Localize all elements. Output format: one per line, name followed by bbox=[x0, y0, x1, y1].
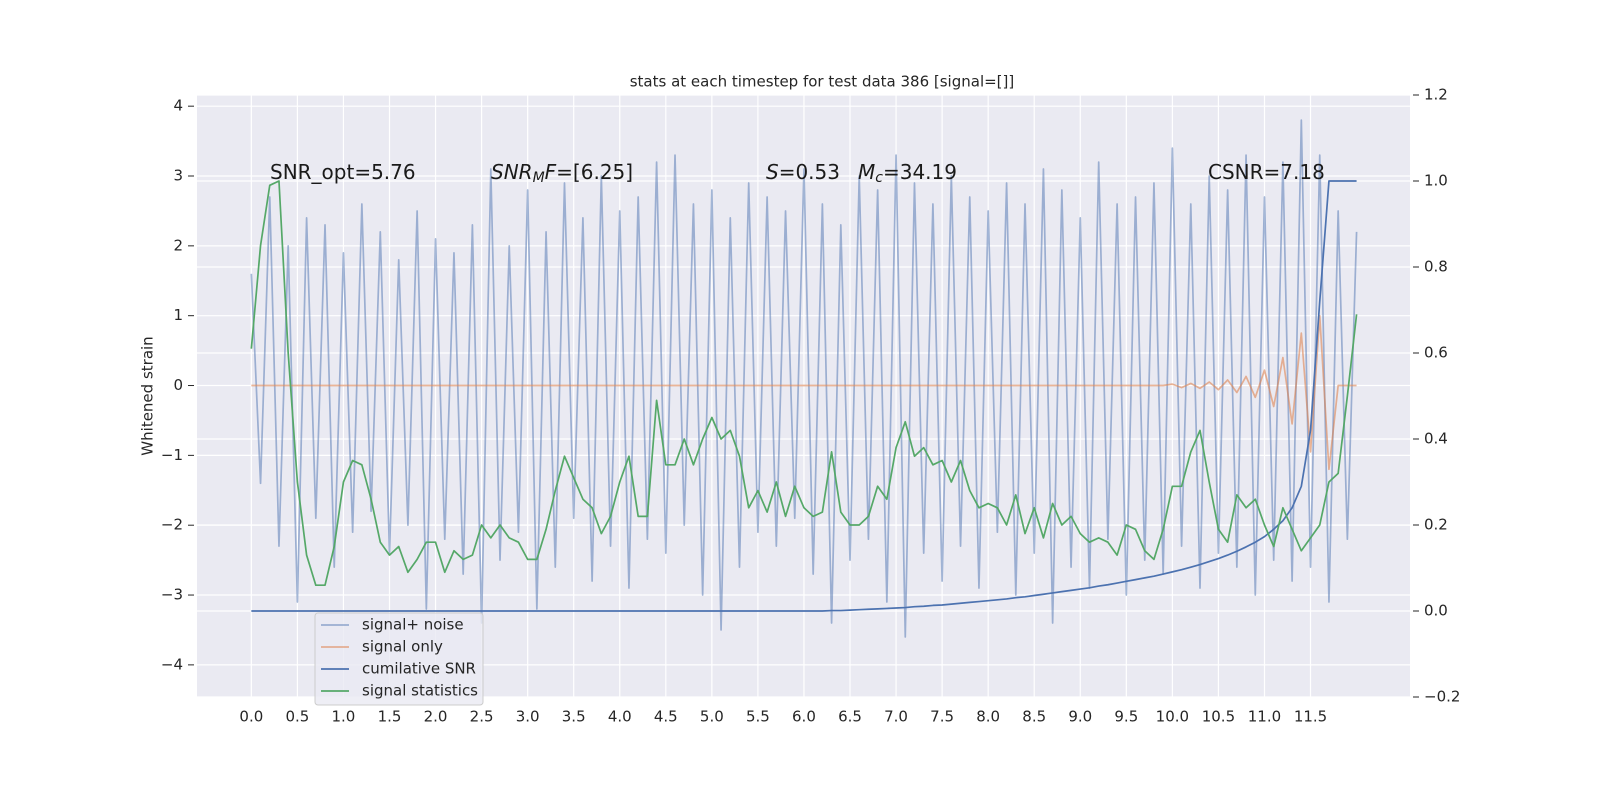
x-tick-label: 1.5 bbox=[378, 708, 402, 726]
y2-tick-label: 0.2 bbox=[1424, 516, 1448, 534]
x-tick-label: 8.5 bbox=[1022, 708, 1046, 726]
y-axis-label: Whitened strain bbox=[139, 336, 157, 455]
annotation-part: M bbox=[533, 170, 545, 186]
y-tick-label: 1 bbox=[173, 306, 183, 324]
x-tick-label: 5.0 bbox=[700, 708, 724, 726]
annotation-part: M bbox=[858, 160, 875, 184]
y-tick-label: 4 bbox=[173, 97, 183, 115]
x-tick-label: 2.5 bbox=[470, 708, 494, 726]
x-tick-label: 3.5 bbox=[562, 708, 586, 726]
x-tick-label: 7.5 bbox=[930, 708, 954, 726]
y-tick-label: −1 bbox=[161, 446, 183, 464]
y2-tick-label: 0.8 bbox=[1424, 258, 1448, 276]
legend-label: signal only bbox=[362, 638, 443, 656]
x-tick-label: 11.0 bbox=[1248, 708, 1281, 726]
x-tick-label: 10.5 bbox=[1202, 708, 1235, 726]
y-tick-label: −4 bbox=[161, 655, 183, 673]
y-tick-label: −3 bbox=[161, 586, 183, 604]
x-tick-label: 0.5 bbox=[285, 708, 309, 726]
annotation: Mc=34.19 bbox=[858, 160, 957, 187]
y2-tick-label: 0.6 bbox=[1424, 344, 1448, 362]
annotation-part: =0.53 bbox=[779, 160, 840, 184]
legend-label: cumilative SNR bbox=[362, 660, 476, 678]
y2-tick-label: 1.2 bbox=[1424, 86, 1448, 104]
annotation-part: =[6.25] bbox=[556, 160, 633, 184]
legend-label: signal+ noise bbox=[362, 616, 464, 634]
x-tick-label: 0.0 bbox=[239, 708, 263, 726]
y2-tick-label: 0.4 bbox=[1424, 430, 1448, 448]
x-tick-label: 4.0 bbox=[608, 708, 632, 726]
y-tick-label: 0 bbox=[173, 376, 183, 394]
annotation: SNR_opt=5.76 bbox=[270, 160, 416, 184]
x-tick-label: 7.0 bbox=[884, 708, 908, 726]
series-line bbox=[251, 314, 1357, 471]
y-tick-label: 3 bbox=[173, 167, 183, 185]
annotation-part: c bbox=[875, 170, 883, 186]
annotation-part: S bbox=[766, 160, 779, 184]
x-tick-label: 3.0 bbox=[516, 708, 540, 726]
annotation: SNRMF=[6.25] bbox=[491, 160, 633, 187]
x-tick-label: 1.0 bbox=[332, 708, 356, 726]
series-line bbox=[250, 119, 1358, 638]
x-tick-label: 9.0 bbox=[1068, 708, 1092, 726]
x-tick-label: 11.5 bbox=[1294, 708, 1327, 726]
x-tick-label: 2.0 bbox=[424, 708, 448, 726]
series-line bbox=[250, 180, 1358, 587]
annotation-part: =34.19 bbox=[883, 160, 957, 184]
y-tick-label: 2 bbox=[173, 236, 183, 254]
legend-label: signal statistics bbox=[362, 682, 478, 700]
annotation-part: F bbox=[545, 160, 557, 184]
x-tick-label: 8.0 bbox=[976, 708, 1000, 726]
annotation-part: SNR_opt=5.76 bbox=[270, 160, 416, 184]
y2-tick-label: 0.0 bbox=[1424, 602, 1448, 620]
series-line bbox=[251, 180, 1357, 612]
x-tick-label: 4.5 bbox=[654, 708, 678, 726]
y2-tick-label: 1.0 bbox=[1424, 172, 1448, 190]
annotation-part: SNR bbox=[491, 160, 533, 184]
x-tick-label: 6.0 bbox=[792, 708, 816, 726]
chart-title: stats at each timestep for test data 386… bbox=[630, 73, 1015, 91]
x-tick-label: 6.5 bbox=[838, 708, 862, 726]
x-tick-label: 5.5 bbox=[746, 708, 770, 726]
legend-box bbox=[314, 612, 484, 706]
annotation: S=0.53 bbox=[766, 160, 840, 184]
y-tick-label: −2 bbox=[161, 516, 183, 534]
annotation: CSNR=7.18 bbox=[1208, 160, 1325, 184]
x-tick-label: 10.0 bbox=[1156, 708, 1189, 726]
y2-tick-label: −0.2 bbox=[1424, 688, 1460, 706]
x-tick-label: 9.5 bbox=[1114, 708, 1138, 726]
annotation-part: CSNR=7.18 bbox=[1208, 160, 1325, 184]
